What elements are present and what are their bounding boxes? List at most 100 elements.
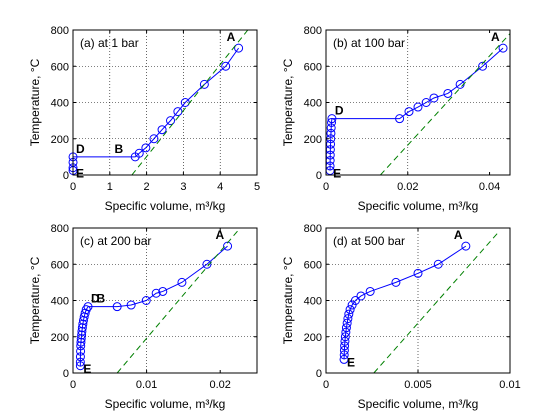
data-point — [340, 332, 350, 342]
data-point — [76, 334, 86, 344]
y-tick-label: 400 — [304, 98, 322, 110]
x-axis-label: Specific volume, m³/kg — [105, 199, 226, 213]
y-tick-label: 200 — [51, 332, 69, 344]
point-label-d: D — [76, 142, 85, 156]
point-label-b: B — [115, 142, 124, 156]
data-point — [433, 259, 443, 269]
data-point — [342, 318, 352, 328]
data-point — [327, 114, 337, 124]
data-point — [404, 107, 414, 117]
point-label-a: A — [227, 30, 236, 44]
data-point — [391, 277, 401, 287]
data-point — [141, 296, 151, 305]
x-tick-label: 3 — [180, 181, 186, 193]
data-point — [461, 241, 471, 251]
data-point — [339, 354, 349, 364]
y-tick-label: 200 — [304, 332, 322, 344]
reference-dashed-line — [131, 29, 249, 176]
data-point — [365, 286, 375, 296]
x-tick-label: 0.02 — [209, 379, 230, 391]
data-point — [339, 350, 349, 360]
data-point — [345, 305, 355, 315]
data-point — [130, 152, 140, 162]
reference-dashed-line — [373, 231, 500, 374]
data-point — [341, 327, 351, 337]
x-tick-label: 5 — [254, 181, 260, 193]
data-point — [326, 123, 336, 133]
chart-panel-3: 0 0.01 0.02 0 200 400 600 800 (c) at 200 bar Spec… — [28, 223, 258, 411]
x-tick-label: 0 — [323, 181, 329, 193]
data-point — [77, 330, 87, 340]
y-axis-label: Temperature, °C — [28, 58, 42, 146]
y-tick-label: 0 — [316, 170, 322, 182]
y-tick-label: 600 — [304, 61, 322, 73]
point-label-d: D — [335, 104, 344, 118]
data-point — [77, 326, 87, 336]
y-tick-label: 0 — [63, 170, 69, 182]
y-tick-label: 800 — [51, 223, 69, 235]
data-point — [112, 302, 122, 312]
y-tick-label: 800 — [304, 223, 322, 235]
data-point — [327, 117, 337, 127]
y-tick-label: 200 — [51, 134, 69, 146]
point-label-e: E — [76, 166, 84, 180]
data-point — [347, 300, 357, 310]
x-tick-label: 0 — [70, 379, 76, 391]
data-point — [75, 361, 85, 371]
point-label-a: A — [491, 30, 500, 44]
data-point — [340, 336, 350, 346]
y-tick-label: 400 — [304, 296, 322, 308]
data-point — [221, 61, 231, 71]
data-point — [341, 323, 351, 333]
data-point — [443, 88, 453, 98]
data-point — [77, 323, 87, 333]
data-point — [79, 312, 89, 322]
series-line — [329, 47, 504, 171]
y-tick-label: 800 — [304, 25, 322, 37]
x-axis-label: Specific volume, m³/kg — [105, 397, 226, 411]
data-point — [429, 93, 439, 103]
data-point — [344, 309, 354, 319]
chart-panel-2: 0 0.02 0.04 0 200 400 600 800 (b) at 100 bar Spec… — [281, 25, 511, 213]
data-point — [339, 345, 349, 355]
y-axis-label: Temperature, °C — [281, 256, 295, 344]
point-label-e: E — [333, 166, 341, 180]
point-label-a: A — [216, 228, 225, 242]
y-tick-label: 400 — [51, 296, 69, 308]
x-tick-label: 0.04 — [479, 181, 500, 193]
data-point — [350, 296, 360, 305]
data-point — [78, 319, 88, 329]
point-label-d: D — [91, 292, 100, 306]
data-point — [326, 139, 336, 149]
data-point — [75, 352, 85, 362]
data-point — [76, 337, 86, 347]
data-point — [177, 277, 187, 287]
x-axis-label: Specific volume, m³/kg — [358, 397, 479, 411]
data-point — [395, 114, 405, 124]
chart-panel-1: 0 1 2 3 4 5 0 200 400 600 800 (a) at 1 bar Specific … — [28, 25, 260, 213]
data-point — [199, 79, 209, 89]
y-tick-label: 600 — [51, 61, 69, 73]
panel-title: (d) at 500 bar — [333, 234, 405, 248]
x-tick-label: 0 — [70, 181, 76, 193]
panel-title: (a) at 1 bar — [80, 36, 139, 50]
x-tick-label: 2 — [144, 181, 150, 193]
x-axis-label: Specific volume, m³/kg — [358, 199, 479, 213]
panel-title: (c) at 200 bar — [80, 234, 151, 248]
y-tick-label: 200 — [304, 134, 322, 146]
point-label-e: E — [347, 355, 355, 369]
series-line — [79, 245, 228, 366]
x-tick-label: 0.01 — [136, 379, 157, 391]
y-tick-label: 0 — [316, 368, 322, 380]
data-point — [413, 268, 423, 278]
data-point — [234, 43, 244, 53]
data-point — [126, 300, 136, 310]
point-label-a: A — [454, 228, 463, 242]
data-point — [356, 291, 366, 301]
x-tick-label: 0.005 — [404, 379, 432, 391]
point-label-e: E — [83, 362, 91, 376]
data-point — [202, 259, 212, 269]
data-point — [413, 102, 423, 112]
y-tick-label: 800 — [51, 25, 69, 37]
data-point — [149, 134, 159, 144]
